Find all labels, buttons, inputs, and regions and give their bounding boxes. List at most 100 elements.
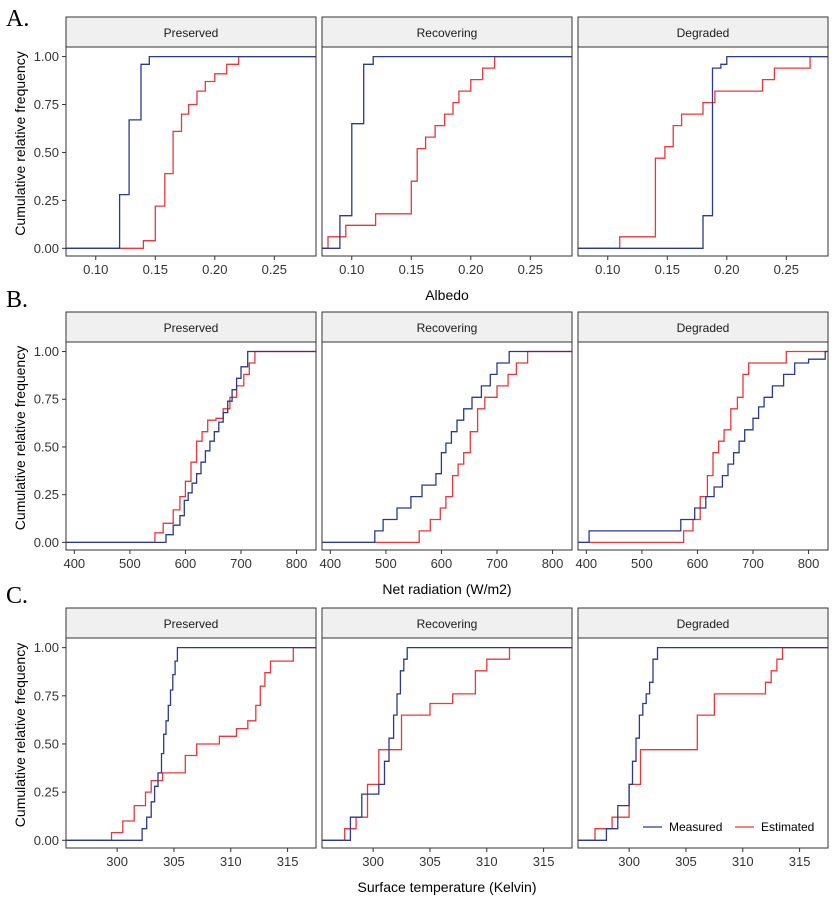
facet-strip <box>65 607 317 639</box>
plot-border <box>321 637 573 849</box>
plot-area <box>578 342 828 550</box>
y-tick-label: 1.00 <box>34 49 59 64</box>
y-tick-label: 0.00 <box>34 833 59 848</box>
ecdf-line-measured <box>322 350 572 544</box>
plot-border <box>577 46 829 257</box>
plot-area <box>66 342 316 550</box>
x-tick-label: 0.15 <box>655 262 680 277</box>
facet-strip <box>577 607 829 639</box>
x-tick-label: 500 <box>375 556 397 571</box>
x-tick-label: 0.25 <box>774 262 799 277</box>
panel-letter: C. <box>6 583 28 609</box>
plot-border <box>65 46 317 257</box>
y-tick-label: 0.50 <box>34 145 59 160</box>
y-axis-title: Cumulative relative frequency <box>12 643 28 827</box>
series-group <box>578 646 828 841</box>
facet-strip-label: Preserved <box>164 26 219 40</box>
plot-area <box>322 47 572 256</box>
y-tick-label: 0.25 <box>34 487 59 502</box>
x-tick-label: 0.25 <box>518 262 543 277</box>
x-axis-title: Net radiation (W/m2) <box>382 581 511 597</box>
ecdf-line-estimated <box>66 55 316 249</box>
facet-strip-label: Degraded <box>677 321 730 335</box>
x-tick-label: 305 <box>419 854 441 869</box>
y-tick-label: 1.00 <box>34 344 59 359</box>
x-axis-title: Albedo <box>425 287 469 303</box>
x-tick-label: 600 <box>175 556 197 571</box>
series-group <box>66 55 316 249</box>
x-tick-label: 400 <box>575 556 597 571</box>
x-tick-label: 305 <box>675 854 697 869</box>
ecdf-line-measured <box>322 55 572 249</box>
facet-strip <box>65 16 317 48</box>
y-tick-label: 0.75 <box>34 392 59 407</box>
plot-border <box>577 341 829 551</box>
legend-label-measured: Measured <box>669 820 722 834</box>
plot-area <box>322 342 572 550</box>
facet-strip <box>321 16 573 48</box>
plot-border <box>65 341 317 551</box>
facet-strip-label: Recovering <box>417 321 478 335</box>
plot-area <box>322 638 572 848</box>
x-tick-label: 800 <box>286 556 308 571</box>
x-tick-label: 0.10 <box>595 262 620 277</box>
series-group <box>322 350 572 544</box>
legend-label-estimated: Estimated <box>761 820 814 834</box>
panel-letter: A. <box>6 6 29 32</box>
y-tick-label: 0.00 <box>34 535 59 550</box>
x-tick-label: 0.10 <box>83 262 108 277</box>
x-tick-label: 0.20 <box>458 262 483 277</box>
x-tick-label: 700 <box>230 556 252 571</box>
ecdf-line-measured <box>578 646 828 841</box>
ecdf-line-estimated <box>578 350 828 544</box>
plot-border <box>321 341 573 551</box>
x-tick-label: 0.20 <box>202 262 227 277</box>
x-tick-label: 305 <box>163 854 185 869</box>
x-tick-label: 700 <box>742 556 764 571</box>
x-tick-label: 0.25 <box>262 262 287 277</box>
ecdf-line-measured <box>66 55 316 249</box>
x-tick-label: 400 <box>63 556 85 571</box>
series-group <box>66 350 316 544</box>
x-tick-label: 0.15 <box>399 262 424 277</box>
x-tick-label: 0.20 <box>714 262 739 277</box>
ecdf-line-estimated <box>578 646 828 841</box>
ecdf-line-estimated <box>322 55 572 249</box>
plot-border <box>65 637 317 849</box>
y-tick-label: 0.00 <box>34 241 59 256</box>
x-tick-label: 800 <box>798 556 820 571</box>
x-tick-label: 500 <box>631 556 653 571</box>
x-tick-label: 600 <box>687 556 709 571</box>
panel-letter: B. <box>6 287 28 313</box>
y-tick-label: 0.25 <box>34 785 59 800</box>
x-tick-label: 310 <box>476 854 498 869</box>
ecdf-line-estimated <box>322 350 572 544</box>
x-tick-label: 800 <box>542 556 564 571</box>
ecdf-line-estimated <box>322 646 572 841</box>
x-tick-label: 315 <box>789 854 811 869</box>
facet-strip-label: Recovering <box>417 617 478 631</box>
x-tick-label: 315 <box>533 854 555 869</box>
x-tick-label: 300 <box>362 854 384 869</box>
facet-strip-label: Degraded <box>677 617 730 631</box>
ecdf-line-measured <box>66 646 316 841</box>
series-group <box>578 55 828 249</box>
ecdf-line-measured <box>578 350 828 544</box>
plot-area <box>578 638 828 848</box>
ecdf-line-estimated <box>66 350 316 544</box>
plot-border <box>577 637 829 849</box>
x-tick-label: 400 <box>319 556 341 571</box>
series-group <box>322 55 572 249</box>
facet-strip-label: Degraded <box>677 26 730 40</box>
y-axis-title: Cumulative relative frequency <box>12 51 28 235</box>
facet-strip-label: Preserved <box>164 321 219 335</box>
y-tick-label: 0.75 <box>34 97 59 112</box>
x-tick-label: 600 <box>431 556 453 571</box>
y-tick-label: 0.50 <box>34 736 59 751</box>
series-group <box>578 350 828 544</box>
plot-area <box>66 638 316 848</box>
series-group <box>66 646 316 841</box>
ecdf-line-measured <box>66 350 316 544</box>
legend: Measured Estimated <box>643 820 814 834</box>
